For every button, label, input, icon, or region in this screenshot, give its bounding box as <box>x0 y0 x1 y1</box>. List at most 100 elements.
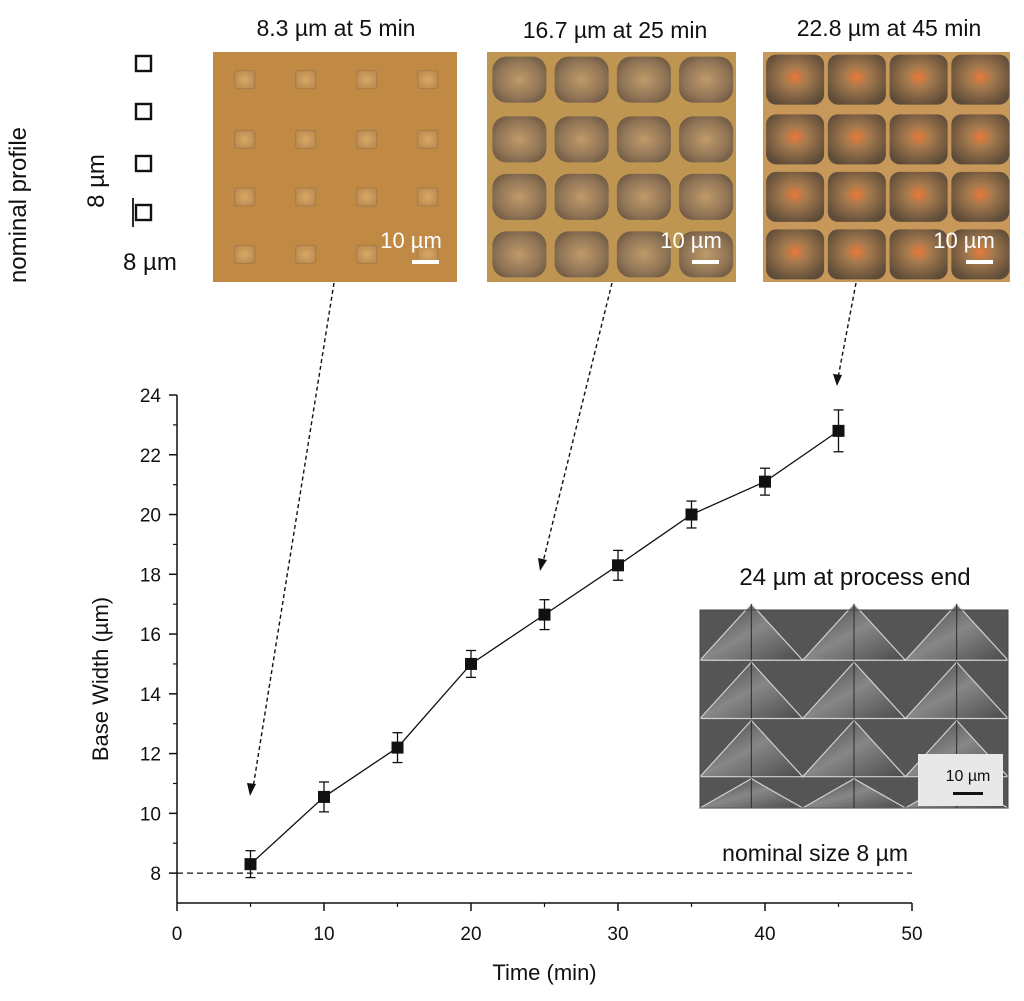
scale-bar-label: 10 µm <box>660 228 722 253</box>
arrow-heads <box>247 374 842 796</box>
data-point <box>759 475 771 488</box>
pit <box>234 129 256 149</box>
sem-scale-box <box>918 754 1003 806</box>
scale-bar-line <box>692 260 719 264</box>
y-tick-label: 16 <box>140 625 161 646</box>
pit <box>616 56 671 103</box>
data-point <box>538 608 551 621</box>
pit <box>616 116 671 163</box>
x-tick-label: 10 <box>313 924 334 945</box>
y-tick-label: 8 <box>150 864 161 885</box>
arrowhead-5min <box>247 783 256 796</box>
data-point <box>391 741 404 754</box>
nominal-size-label: nominal size 8 µm <box>722 840 908 866</box>
x-tick-label: 50 <box>901 924 922 945</box>
arrowhead-45min <box>833 374 842 386</box>
data-point <box>685 508 698 521</box>
inset-arrows <box>252 282 857 789</box>
scale-bar-2: 10 µm <box>660 228 722 264</box>
pit <box>234 244 256 264</box>
micrograph-background <box>213 52 457 282</box>
scale-bar-label: 10 µm <box>380 228 442 253</box>
pit <box>492 116 547 163</box>
pit <box>417 187 439 207</box>
x-tick-label: 20 <box>460 924 481 945</box>
pit <box>766 114 825 165</box>
nominal-profile-label: nominal profile <box>5 127 32 283</box>
pit <box>356 244 378 264</box>
pit <box>554 173 609 220</box>
pit <box>554 116 609 163</box>
x-tick-label: 30 <box>607 924 628 945</box>
scale-bar-line <box>412 260 439 264</box>
pit <box>616 231 671 278</box>
pit <box>417 70 439 90</box>
scale-bar-1: 10 µm <box>380 228 442 264</box>
pit <box>766 229 825 280</box>
nominal-square <box>134 154 153 173</box>
y-tick-label: 22 <box>140 446 161 467</box>
pit <box>889 171 948 222</box>
arrowhead-25min <box>538 558 547 571</box>
y-axis-label: Base Width (µm) <box>88 597 113 761</box>
y-tick-label: 14 <box>140 685 162 706</box>
pit <box>766 171 825 222</box>
pit <box>827 54 886 105</box>
data-point <box>465 657 477 670</box>
inset-label-5min: 8.3 µm at 5 min <box>257 15 416 41</box>
sem-scale-label: 10 µm <box>946 768 991 785</box>
pit <box>766 54 825 105</box>
pit <box>234 187 256 207</box>
sem-border <box>699 609 1009 809</box>
pit <box>356 129 378 149</box>
nominal-square <box>134 54 153 73</box>
series-base-width <box>244 409 845 879</box>
scale-bar-label: 10 µm <box>933 228 995 253</box>
data-point <box>244 858 257 871</box>
nominal-square <box>134 203 153 222</box>
pit <box>616 173 671 220</box>
y-tick-label: 20 <box>140 506 161 527</box>
pit <box>951 54 1010 105</box>
pit <box>492 231 547 278</box>
y-tick-label: 10 <box>140 804 161 825</box>
pit <box>295 70 317 90</box>
pit <box>679 231 734 278</box>
pit <box>827 171 886 222</box>
scale-bar-3: 10 µm <box>933 228 995 264</box>
scale-bar-line <box>966 260 993 264</box>
pit <box>679 116 734 163</box>
chart-axes: 0 10 20 30 40 50 8 10 12 14 16 18 20 22 24 <box>140 386 923 945</box>
arrow-25min <box>542 282 613 563</box>
x-tick-label: 40 <box>754 924 775 945</box>
pit <box>827 114 886 165</box>
data-point <box>318 790 330 803</box>
nominal-squares <box>132 54 153 227</box>
dimension-horizontal-label: 8 µm <box>123 249 177 276</box>
arrow-5min <box>252 282 335 789</box>
y-tick-label: 12 <box>140 745 161 766</box>
inset-label-45min: 22.8 µm at 45 min <box>797 15 982 41</box>
sem-label: 24 µm at process end <box>739 564 970 591</box>
pit <box>951 171 1010 222</box>
arrow-45min <box>837 282 857 379</box>
nominal-square <box>134 102 153 121</box>
pit <box>889 229 948 280</box>
pit <box>827 229 886 280</box>
pit <box>356 70 378 90</box>
pit <box>889 54 948 105</box>
pit <box>492 173 547 220</box>
y-tick-label: 18 <box>140 565 161 586</box>
data-point <box>832 424 845 437</box>
pit <box>356 187 378 207</box>
pit <box>679 173 734 220</box>
micrograph-45min <box>763 52 1010 282</box>
y-tick-label: 24 <box>140 386 162 407</box>
pit <box>951 229 1010 280</box>
pit <box>679 56 734 103</box>
pit <box>295 187 317 207</box>
pit <box>951 114 1010 165</box>
pit <box>554 231 609 278</box>
x-tick-label: 0 <box>172 924 183 945</box>
pit <box>889 114 948 165</box>
